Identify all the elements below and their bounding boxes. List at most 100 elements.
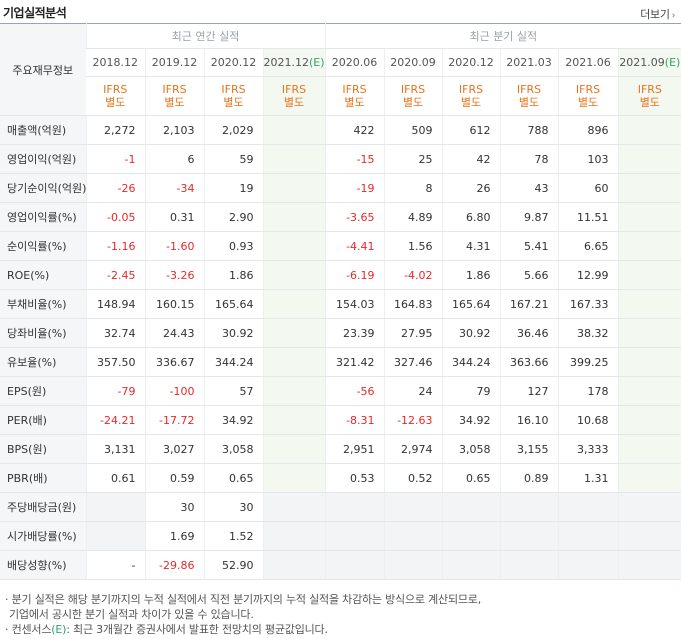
table-row: 유보율(%) 357.50 336.67 344.24 321.42 327.46 344.… <box>0 347 681 377</box>
ifrs-line1: IFRS <box>342 83 367 96</box>
table-cell: 344.24 <box>441 347 501 377</box>
table-cell: 0.61 <box>85 463 145 493</box>
table-cell: 1.86 <box>441 260 501 290</box>
table-row: 순이익률(%) -1.16 -1.60 0.93 -4.41 1.56 4.31 5.41 6.… <box>0 231 681 261</box>
table-cell: -6.19 <box>324 260 385 290</box>
table-cell: 23.39 <box>324 318 385 348</box>
ifrs-badge: IFRS 별도 <box>383 76 443 116</box>
table-cell: 6.80 <box>441 202 501 232</box>
table-cell: 6.65 <box>557 231 619 261</box>
table-cell: 357.50 <box>85 347 145 377</box>
table-cell: 34.92 <box>203 405 263 435</box>
table-cell <box>617 144 681 174</box>
table-cell <box>499 492 559 522</box>
table-row: 배당성향(%) - -29.86 52.90 <box>0 550 681 580</box>
table-cell: 2,272 <box>85 115 145 145</box>
table-cell <box>499 550 559 580</box>
table-cell <box>557 492 619 522</box>
ifrs-badge: IFRS 별도 <box>499 76 559 116</box>
table-row: EPS(원) -79 -100 57 -56 24 79 127 178 <box>0 376 681 406</box>
table-cell: 154.03 <box>324 289 385 319</box>
table-row: ROE(%) -2.45 -3.26 1.86 -6.19 -4.02 1.86 5.66 12… <box>0 260 681 290</box>
table-cell: 4.31 <box>441 231 501 261</box>
table-cell <box>499 521 559 551</box>
table-cell <box>441 521 501 551</box>
table-cell: 167.33 <box>557 289 619 319</box>
ifrs-line2: 별도 <box>223 96 244 109</box>
table-cell: 11.51 <box>557 202 619 232</box>
table-cell <box>262 260 326 290</box>
row-label: PER(배) <box>0 405 86 435</box>
period-label: 2020.09 <box>390 56 436 69</box>
period-label: 2021.03 <box>506 56 552 69</box>
table-cell <box>617 550 681 580</box>
table-cell: 43 <box>499 173 559 203</box>
table-cell: 30 <box>203 492 263 522</box>
ifrs-badge: IFRS 별도 <box>203 76 263 116</box>
table-cell: 3,027 <box>144 434 204 464</box>
period-header: 2018.12 <box>86 48 145 77</box>
row-label: PBR(배) <box>0 463 86 493</box>
table-cell: 42 <box>441 144 501 174</box>
table-cell: 8 <box>383 173 443 203</box>
table-cell: 165.64 <box>441 289 501 319</box>
ifrs-badge: IFRS 별도 <box>262 76 326 116</box>
estimate-mark: (E) <box>309 56 325 69</box>
table-cell <box>617 521 681 551</box>
group-header-row: 주요재무정보 최근 연간 실적 최근 분기 실적 <box>0 23 681 116</box>
table-cell <box>617 434 681 464</box>
table-cell <box>262 434 326 464</box>
row-label: 부채비율(%) <box>0 289 86 319</box>
table-cell <box>617 405 681 435</box>
chevron-right-icon: › <box>671 11 676 21</box>
table-cell: -17.72 <box>144 405 204 435</box>
table-cell <box>262 318 326 348</box>
table-cell: 10.68 <box>557 405 619 435</box>
table-cell: 24 <box>383 376 443 406</box>
table-cell: 78 <box>499 144 559 174</box>
table-cell: 2,103 <box>144 115 204 145</box>
table-cell: 327.46 <box>383 347 443 377</box>
table-cell: 164.83 <box>383 289 443 319</box>
table-cell <box>617 231 681 261</box>
table-cell: -79 <box>85 376 145 406</box>
period-header: 2020.06 <box>324 48 385 77</box>
table-row: PBR(배) 0.61 0.59 0.65 0.53 0.52 0.65 0.89 1.31 <box>0 463 681 493</box>
table-cell <box>617 260 681 290</box>
table-cell: 178 <box>557 376 619 406</box>
table-cell <box>441 492 501 522</box>
table-cell <box>262 202 326 232</box>
table-cell: 24.43 <box>144 318 204 348</box>
group-annual: 최근 연간 실적 <box>85 23 326 49</box>
period-label: 2020.12 <box>448 56 494 69</box>
table-cell: 26 <box>441 173 501 203</box>
table-cell: -24.21 <box>85 405 145 435</box>
table-cell: -12.63 <box>383 405 443 435</box>
period-label: 2018.12 <box>92 56 139 69</box>
table-cell: 399.25 <box>557 347 619 377</box>
table-cell: 612 <box>441 115 501 145</box>
table-cell: 344.24 <box>203 347 263 377</box>
ifrs-line1: IFRS <box>458 83 484 96</box>
table-cell: 79 <box>441 376 501 406</box>
table-cell <box>85 521 145 551</box>
table-cell <box>262 492 326 522</box>
table-cell: -19 <box>324 173 385 203</box>
row-label: 배당성향(%) <box>0 550 86 580</box>
table-cell: 30.92 <box>203 318 263 348</box>
table-cell: -1.60 <box>144 231 204 261</box>
more-link[interactable]: 더보기 › <box>640 6 675 22</box>
ifrs-line1: IFRS <box>162 83 187 96</box>
table-cell: -0.05 <box>85 202 145 232</box>
row-label: ROE(%) <box>0 260 86 290</box>
table-cell <box>383 521 443 551</box>
table-cell: 4.89 <box>383 202 443 232</box>
table-row: BPS(원) 3,131 3,027 3,058 2,951 2,974 3,058 3,15… <box>0 434 681 464</box>
table-cell: 5.66 <box>499 260 559 290</box>
table-cell <box>617 115 681 145</box>
table-cell <box>617 173 681 203</box>
table-cell: 1.86 <box>203 260 263 290</box>
ifrs-line2: 별도 <box>105 96 126 109</box>
row-label: 유보율(%) <box>0 347 86 377</box>
table-cell: -2.45 <box>85 260 145 290</box>
